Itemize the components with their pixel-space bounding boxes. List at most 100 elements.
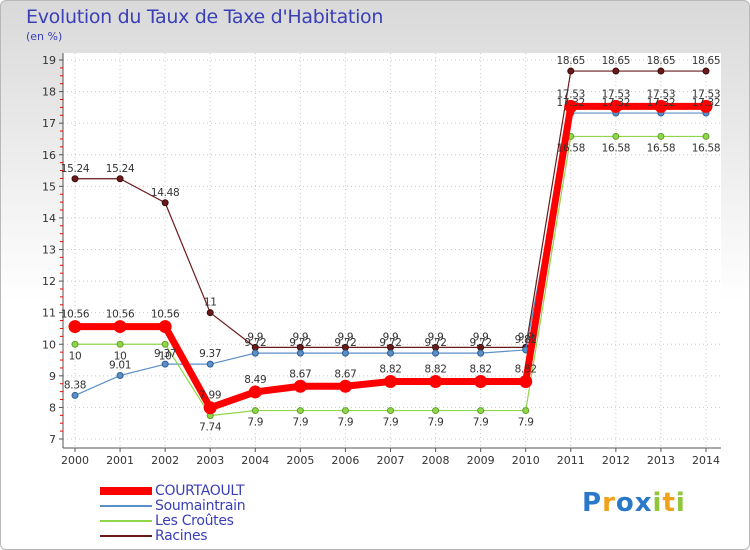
data-label: 17.32 [602, 97, 631, 109]
data-point [609, 99, 623, 113]
data-label: 10 [159, 350, 172, 362]
logo-letter: x [634, 488, 653, 518]
data-label: 8.82 [379, 364, 401, 376]
legend-swatch [100, 535, 152, 537]
data-label: 7.9 [292, 417, 308, 429]
y-tick-label: 15 [42, 180, 56, 193]
data-label: 15.24 [106, 163, 135, 175]
data-label: 7.9 [428, 417, 444, 429]
y-tick-label: 18 [42, 86, 56, 99]
y-tick-label: 9 [49, 370, 56, 383]
data-label: 7.74 [199, 422, 222, 434]
data-point [161, 199, 169, 207]
data-label: 14.48 [151, 187, 180, 199]
data-label: 18.65 [647, 55, 676, 67]
data-label: 8.38 [64, 379, 86, 391]
data-label: 9.9 [292, 331, 308, 343]
data-point [248, 385, 262, 399]
y-tick-label: 16 [42, 149, 56, 162]
data-point [116, 340, 124, 348]
data-point [567, 67, 575, 75]
data-label: 7.9 [383, 417, 399, 429]
data-point [158, 320, 172, 334]
data-point [522, 407, 530, 415]
logo-letter: t [662, 488, 676, 518]
logo-letter: o [615, 488, 635, 518]
data-label: 17.53 [557, 88, 586, 100]
data-label: 17.53 [647, 88, 676, 100]
data-point [702, 132, 710, 140]
data-point [116, 372, 124, 380]
data-label: 8.82 [424, 364, 446, 376]
data-label: 7.9 [473, 417, 489, 429]
data-label: 16.58 [647, 142, 676, 154]
data-point [251, 349, 259, 357]
data-point [293, 379, 307, 393]
data-label: 9.72 [244, 337, 266, 349]
data-label: 9.01 [109, 360, 131, 372]
data-label: 17.53 [602, 88, 631, 100]
data-point [161, 360, 169, 368]
data-label: 9.37 [199, 348, 221, 360]
data-point [296, 407, 304, 415]
data-point [657, 67, 665, 75]
data-label: 8.67 [334, 368, 356, 380]
data-label: 7.9 [338, 417, 354, 429]
data-label: 17.32 [692, 97, 721, 109]
proxiti-logo: Proxiti [582, 488, 686, 518]
y-tick-label: 17 [42, 117, 56, 130]
x-tick-label: 2000 [61, 454, 89, 467]
x-tick-label: 2011 [557, 454, 585, 467]
data-point [384, 375, 397, 389]
data-label: 8.82 [515, 364, 537, 376]
x-tick-label: 2006 [331, 454, 359, 467]
data-label: 17.32 [647, 97, 676, 109]
data-point [71, 391, 79, 399]
data-label: 10.56 [151, 309, 180, 321]
data-label: 9.9 [383, 331, 399, 343]
x-tick-label: 2013 [647, 454, 675, 467]
data-label: 18.65 [692, 55, 721, 67]
data-point [432, 407, 440, 415]
logo-letter: r [602, 488, 616, 518]
data-point [432, 349, 440, 357]
data-label: 8.82 [470, 364, 492, 376]
data-label: 9.9 [473, 331, 489, 343]
data-label: 9.9 [247, 331, 263, 343]
data-point [702, 67, 710, 75]
data-label: 8.49 [244, 374, 266, 386]
data-point [251, 407, 259, 415]
data-point [387, 407, 394, 415]
data-label: 11 [204, 297, 217, 309]
data-point [387, 349, 394, 357]
x-tick-label: 2014 [692, 454, 720, 467]
data-label: 9.9 [338, 331, 354, 343]
data-point [116, 175, 124, 183]
legend-label: Soumaintrain [155, 498, 246, 514]
y-tick-label: 7 [49, 433, 56, 446]
data-label: 16.58 [692, 142, 721, 154]
data-label: 18.65 [602, 55, 631, 67]
data-point [519, 375, 533, 389]
data-point [341, 349, 349, 357]
data-label: 10 [69, 350, 82, 362]
x-tick-label: 2003 [196, 454, 224, 467]
data-point [338, 379, 352, 393]
logo-letter: P [582, 488, 603, 518]
data-point [113, 320, 127, 334]
y-tick-label: 14 [42, 212, 56, 225]
plot-area [63, 53, 721, 448]
data-point [429, 375, 443, 389]
data-label: 9.72 [424, 337, 446, 349]
data-point [341, 407, 349, 415]
y-tick-label: 12 [42, 275, 56, 288]
chart-unit-label: (en %) [26, 30, 63, 43]
data-label: 9.72 [379, 337, 401, 349]
legend-swatch [100, 520, 152, 522]
data-label: 7.99 [199, 390, 221, 402]
x-tick-label: 2001 [106, 454, 134, 467]
data-label: 9.72 [289, 337, 311, 349]
legend-label: Racines [155, 528, 208, 544]
logo-letter: i [675, 488, 686, 518]
